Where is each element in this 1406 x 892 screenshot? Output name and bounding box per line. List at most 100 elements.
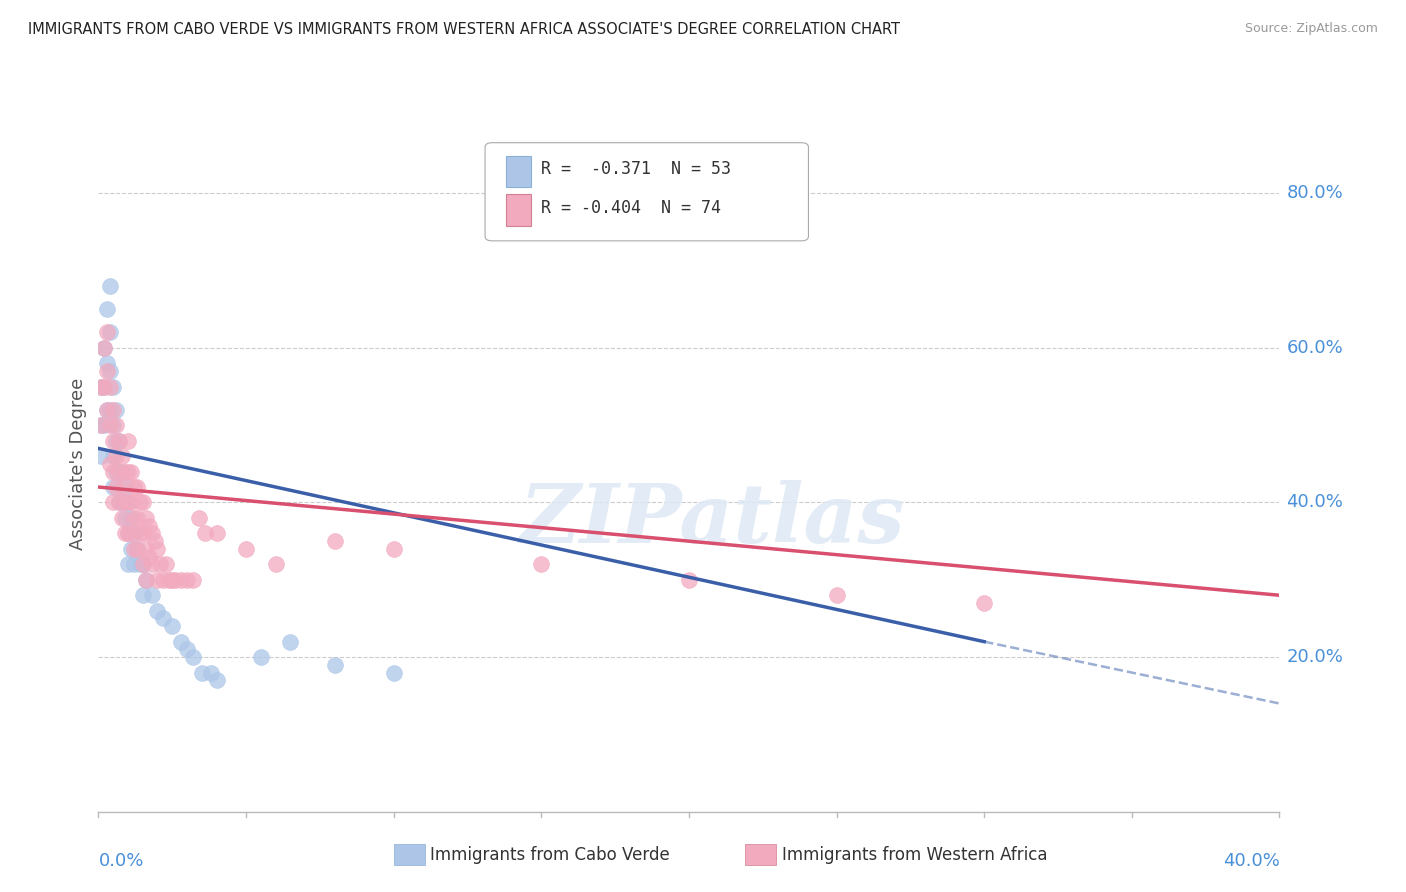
Point xyxy=(122,558,145,572)
Point xyxy=(125,541,148,556)
Point xyxy=(170,634,193,648)
Point xyxy=(103,402,125,417)
Point xyxy=(93,379,115,393)
Point xyxy=(103,465,125,479)
Point xyxy=(96,302,118,317)
Y-axis label: Associate's Degree: Associate's Degree xyxy=(69,377,87,550)
Point xyxy=(117,495,139,509)
Point xyxy=(165,573,187,587)
Point xyxy=(141,558,163,572)
Point xyxy=(105,449,128,463)
Point xyxy=(146,541,169,556)
Point xyxy=(108,465,131,479)
Point xyxy=(114,511,136,525)
Point xyxy=(122,526,145,541)
Point xyxy=(181,573,204,587)
Point xyxy=(98,364,121,378)
Point xyxy=(98,457,121,471)
Point xyxy=(141,588,163,602)
Point xyxy=(108,495,131,509)
Point xyxy=(111,480,134,494)
Point xyxy=(128,558,150,572)
Point xyxy=(114,465,136,479)
Point xyxy=(162,619,183,633)
Point xyxy=(117,465,139,479)
Text: Immigrants from Western Africa: Immigrants from Western Africa xyxy=(782,846,1047,863)
Point xyxy=(278,634,302,648)
Point xyxy=(108,465,131,479)
Point xyxy=(96,402,118,417)
Point xyxy=(132,526,155,541)
Point xyxy=(825,588,848,602)
Text: 60.0%: 60.0% xyxy=(1286,339,1343,357)
Text: Immigrants from Cabo Verde: Immigrants from Cabo Verde xyxy=(430,846,671,863)
Point xyxy=(382,665,405,680)
Point xyxy=(176,642,198,657)
Text: 80.0%: 80.0% xyxy=(1286,185,1343,202)
Point xyxy=(96,364,118,378)
Text: 20.0%: 20.0% xyxy=(1286,648,1343,666)
Point xyxy=(105,465,128,479)
Text: ZIPatlas: ZIPatlas xyxy=(520,480,905,559)
Point xyxy=(90,418,112,433)
Point xyxy=(90,418,112,433)
Text: R = -0.404  N = 74: R = -0.404 N = 74 xyxy=(541,199,721,217)
Point xyxy=(200,665,222,680)
Point xyxy=(117,526,139,541)
Text: 0.0%: 0.0% xyxy=(98,852,143,870)
Point xyxy=(98,279,121,293)
Point xyxy=(103,449,125,463)
Point xyxy=(120,495,142,509)
Point xyxy=(530,558,553,572)
Point xyxy=(235,541,257,556)
Point xyxy=(191,665,214,680)
Point xyxy=(146,604,169,618)
Point xyxy=(135,511,157,525)
Point xyxy=(98,326,121,340)
Point xyxy=(132,588,155,602)
Point xyxy=(187,511,209,525)
Point xyxy=(117,558,139,572)
Point xyxy=(323,657,346,672)
Point xyxy=(93,341,115,355)
Point xyxy=(108,434,131,448)
Point xyxy=(194,526,217,541)
Point xyxy=(93,379,115,393)
Point xyxy=(96,356,118,370)
Point xyxy=(122,541,145,556)
Point xyxy=(120,526,142,541)
Point xyxy=(114,526,136,541)
Point xyxy=(973,596,995,610)
Point xyxy=(149,558,172,572)
Point xyxy=(90,379,112,393)
Point xyxy=(205,673,228,688)
Point xyxy=(125,480,148,494)
Point xyxy=(114,495,136,509)
Point xyxy=(176,573,198,587)
Point xyxy=(117,434,139,448)
Point xyxy=(135,541,157,556)
Text: IMMIGRANTS FROM CABO VERDE VS IMMIGRANTS FROM WESTERN AFRICA ASSOCIATE'S DEGREE : IMMIGRANTS FROM CABO VERDE VS IMMIGRANTS… xyxy=(28,22,900,37)
Point xyxy=(146,573,169,587)
Point xyxy=(138,549,160,564)
Point xyxy=(152,611,174,625)
Point xyxy=(117,495,139,509)
Point xyxy=(96,326,118,340)
Point xyxy=(93,341,115,355)
Point xyxy=(181,650,204,665)
Point xyxy=(105,434,128,448)
Point xyxy=(323,534,346,549)
Point xyxy=(132,495,155,509)
Point xyxy=(143,534,166,549)
Point xyxy=(157,573,180,587)
Point xyxy=(108,434,131,448)
Point xyxy=(98,418,121,433)
Point xyxy=(120,541,142,556)
Point xyxy=(152,573,174,587)
Point xyxy=(105,418,128,433)
Point xyxy=(98,379,121,393)
Point xyxy=(90,449,112,463)
Point xyxy=(128,495,150,509)
Text: 40.0%: 40.0% xyxy=(1286,493,1343,511)
Point xyxy=(98,402,121,417)
